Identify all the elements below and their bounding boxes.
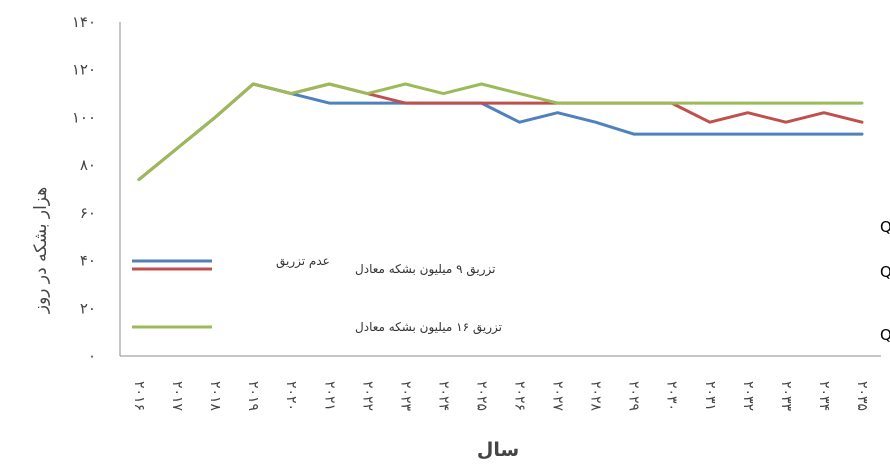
x-tick-label: ۲۰۳۲ [740, 381, 756, 411]
x-tick-label: ۲۰۲۰ [283, 381, 299, 411]
legend: عدم تزریق تزریق ۹ میلیون بشکه معادل تزریق … [132, 254, 502, 335]
series-line-1 [137, 82, 864, 181]
y-tick-label: ۴۰ [80, 252, 96, 270]
y-tick-label: ۶۰ [80, 204, 96, 222]
x-tick-label: ۲۰۱۶ [131, 381, 147, 411]
series-line-2 [137, 82, 864, 181]
x-tick-label: ۲۰۲۷ [550, 381, 566, 412]
y-axis-ticks: ۰ ۲۰ ۴۰ ۶۰ ۸۰ ۱۰۰ ۱۲۰ ۱۴۰ [72, 13, 96, 365]
annotation-injection-16: ارزش خالص فعلی: ۴۸۸م. د؛ بازیافت نهائی: … [880, 326, 890, 344]
x-tick-label: ۲۰۲۱ [321, 381, 337, 411]
y-tick-label: ۲۰ [80, 299, 96, 317]
x-axis-ticks: ۲۰۱۶ ۲۰۱۷ ۲۰۱۸ ۲۰۱۹ ۲۰۲۰ ۲۰۲۱ ۲۰۲۲ ۲۰۲۳ ۲۰۲۴ ۲۰۲۵… [131, 381, 870, 412]
x-tick-label: ۲۰۳۱ [702, 381, 718, 411]
x-tick-label: ۲۰۲۹ [626, 381, 642, 411]
legend-label-1: عدم تزریق [276, 254, 330, 269]
legend-label-2: تزریق ۹ میلیون بشکه معادل [355, 262, 496, 277]
x-tick-label: ۲۰۳۴ [816, 381, 832, 411]
x-tick-label: ۲۰۳۵ [854, 381, 870, 411]
x-tick-label: ۲۰۱۸ [207, 381, 223, 412]
annotation-injection-9: ارزش خالص فعلی: ۴۹۹م. د؛ بازیافت نهائی: … [880, 263, 890, 281]
series-lines [137, 82, 864, 181]
x-tick-label: ۲۰۳۳ [778, 381, 794, 412]
y-tick-label: ۱۴۰ [72, 13, 96, 31]
annotation-no-injection: ارزش خالص فعلی: ۴۹۳ م. د؛ بازیافت نهائی:… [880, 218, 890, 236]
y-axis-title: هزار بشکه در روز [31, 187, 51, 314]
x-tick-label: ۲۰۲۳ [397, 381, 413, 412]
y-tick-label: ۰ [88, 347, 96, 365]
y-tick-label: ۱۲۰ [72, 61, 96, 79]
legend-label-3: تزریق ۱۶ میلیون بشکه معادل [355, 320, 502, 335]
y-tick-label: ۱۰۰ [72, 108, 96, 126]
x-axis-title: سال [477, 439, 519, 461]
x-tick-label: ۲۰۲۲ [359, 381, 375, 411]
x-tick-label: ۲۰۱۹ [245, 381, 261, 411]
series-line-3 [137, 82, 864, 181]
x-tick-label: ۲۰۲۶ [512, 381, 528, 411]
x-tick-label: ۲۰۲۴ [435, 381, 451, 411]
y-tick-label: ۸۰ [80, 156, 96, 174]
x-tick-label: ۲۰۲۸ [588, 381, 604, 412]
x-tick-label: ۲۰۳۰ [664, 381, 680, 411]
x-tick-label: ۲۰۱۷ [169, 381, 185, 412]
x-tick-label: ۲۰۲۵ [473, 381, 489, 411]
